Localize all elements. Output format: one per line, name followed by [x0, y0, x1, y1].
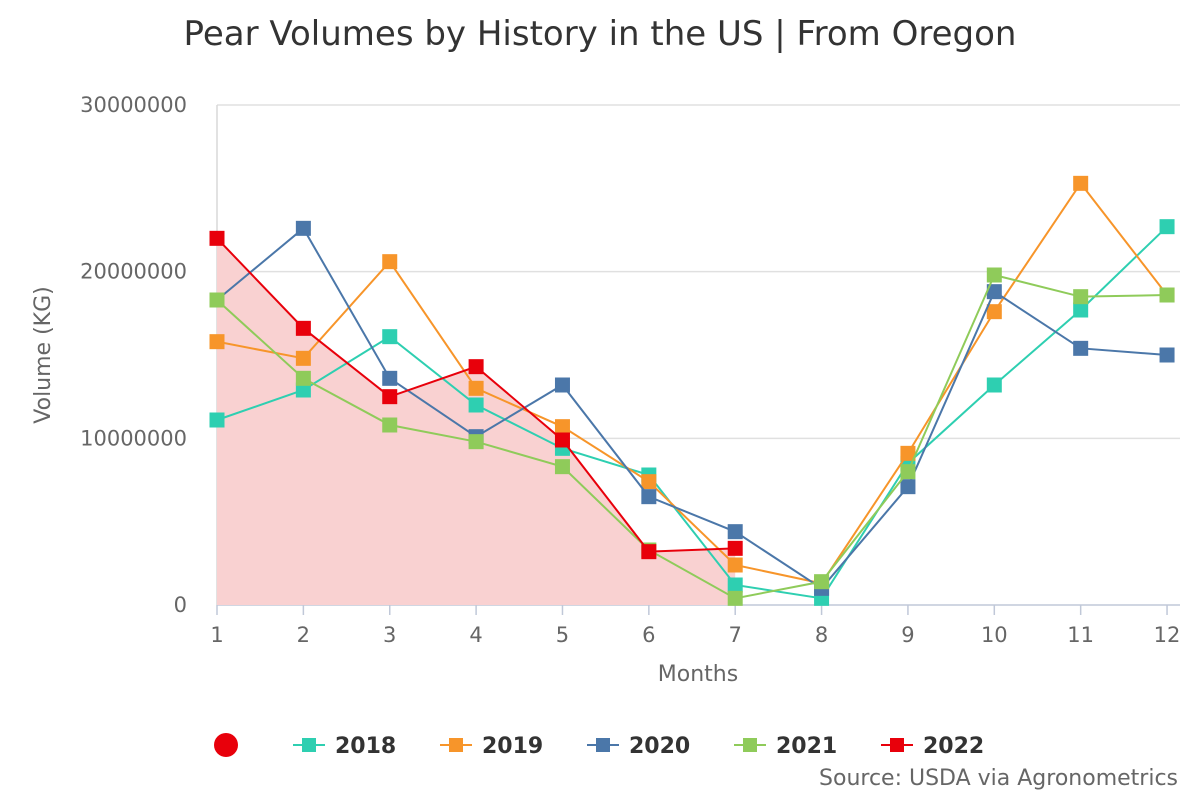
legend: 2018 2019 2020 2021 2022 [214, 733, 984, 759]
legend-item-2021[interactable]: 2021 [734, 734, 837, 759]
legend-symbol [890, 738, 904, 752]
data-point-2018[interactable] [986, 377, 1002, 393]
data-point-2018[interactable] [382, 329, 398, 345]
data-point-2021[interactable] [1159, 287, 1175, 303]
area-layer [217, 238, 736, 606]
legend-item-2020[interactable]: 2020 [587, 734, 690, 759]
data-point-2022[interactable] [641, 544, 657, 560]
series-line-2019[interactable] [216, 181, 1168, 585]
data-point-2020[interactable] [382, 370, 398, 386]
legend-symbol [449, 738, 463, 752]
data-point-2019[interactable] [986, 304, 1002, 320]
data-point-2019[interactable] [641, 474, 657, 490]
y-tick-label: 10000000 [80, 426, 187, 450]
data-point-2021[interactable] [382, 417, 398, 433]
data-point-2020[interactable] [554, 377, 570, 393]
data-point-2018[interactable] [727, 577, 743, 593]
data-point-2021[interactable] [295, 370, 311, 386]
x-tick-label: 12 [1154, 623, 1181, 647]
legend-label: 2021 [776, 734, 837, 759]
data-point-2021[interactable] [468, 434, 484, 450]
x-tick-label: 1 [210, 623, 223, 647]
x-tick-label: 4 [469, 623, 482, 647]
series-line-2021[interactable] [216, 273, 1168, 600]
legend-label: 2022 [923, 734, 984, 759]
data-point-2021[interactable] [727, 590, 743, 606]
data-point-2022[interactable] [295, 320, 311, 336]
data-point-2019[interactable] [209, 334, 225, 350]
data-point-2020[interactable] [1073, 340, 1089, 356]
x-tick-label: 3 [383, 623, 396, 647]
data-point-2019[interactable] [727, 557, 743, 573]
data-point-2019[interactable] [554, 419, 570, 435]
data-point-2022[interactable] [209, 230, 225, 246]
data-point-2020[interactable] [295, 220, 311, 236]
legend-symbol [302, 738, 316, 752]
data-point-2019[interactable] [382, 254, 398, 270]
chart-title: Pear Volumes by History in the US | From… [183, 14, 1017, 54]
data-point-2021[interactable] [814, 574, 830, 590]
data-point-2018[interactable] [1073, 302, 1089, 318]
series-2021[interactable] [209, 267, 1175, 606]
data-point-2021[interactable] [1073, 289, 1089, 305]
data-point-2020[interactable] [727, 524, 743, 540]
legend-highlight-marker[interactable] [214, 733, 238, 757]
x-tick-label: 8 [815, 623, 828, 647]
data-point-2018[interactable] [209, 412, 225, 428]
area-2022 [217, 238, 736, 606]
y-tick-label: 0 [174, 593, 187, 617]
data-point-2021[interactable] [554, 459, 570, 475]
series-layer [209, 175, 1175, 606]
data-point-2018[interactable] [295, 382, 311, 398]
data-point-2021[interactable] [986, 267, 1002, 283]
data-point-2021[interactable] [209, 292, 225, 308]
data-point-2020[interactable] [641, 489, 657, 505]
x-tick-label: 2 [297, 623, 310, 647]
series-line-2020[interactable] [216, 226, 1168, 590]
source-note: Source: USDA via Agronometrics [819, 766, 1178, 791]
data-point-2022[interactable] [554, 432, 570, 448]
x-tick-label: 10 [981, 623, 1008, 647]
data-point-2019[interactable] [468, 380, 484, 396]
legend-symbol [596, 738, 610, 752]
data-point-2022[interactable] [382, 389, 398, 405]
series-2019[interactable] [209, 175, 1175, 591]
legend-label: 2020 [629, 734, 690, 759]
legend-item-2018[interactable]: 2018 [293, 734, 396, 759]
x-tick-label: 9 [901, 623, 914, 647]
data-point-2019[interactable] [900, 445, 916, 461]
legend-label: 2019 [482, 734, 543, 759]
x-tick-label: 7 [729, 623, 742, 647]
data-point-2021[interactable] [900, 464, 916, 480]
data-point-2018[interactable] [468, 397, 484, 413]
legend-symbol [743, 738, 757, 752]
y-tick-label: 30000000 [80, 93, 187, 117]
y-tick-label: 20000000 [80, 260, 187, 284]
x-tick-label: 11 [1067, 623, 1094, 647]
x-tick-label: 5 [556, 623, 569, 647]
legend-label: 2018 [335, 734, 396, 759]
legend-item-2019[interactable]: 2019 [440, 734, 543, 759]
x-tick-label: 6 [642, 623, 655, 647]
series-2022[interactable] [209, 230, 743, 560]
y-axis-title: Volume (KG) [31, 286, 56, 423]
data-point-2018[interactable] [1159, 219, 1175, 235]
label-layer: Months Volume (KG) [31, 286, 738, 687]
data-point-2020[interactable] [986, 284, 1002, 300]
x-axis-title: Months [658, 662, 738, 687]
data-point-2022[interactable] [727, 540, 743, 556]
data-point-2019[interactable] [295, 350, 311, 366]
data-point-2022[interactable] [468, 359, 484, 375]
legend-item-2022[interactable]: 2022 [881, 734, 984, 759]
data-point-2020[interactable] [900, 479, 916, 495]
series-line-2018[interactable] [216, 225, 1168, 600]
data-point-2020[interactable] [1159, 347, 1175, 363]
data-point-2019[interactable] [1073, 175, 1089, 191]
